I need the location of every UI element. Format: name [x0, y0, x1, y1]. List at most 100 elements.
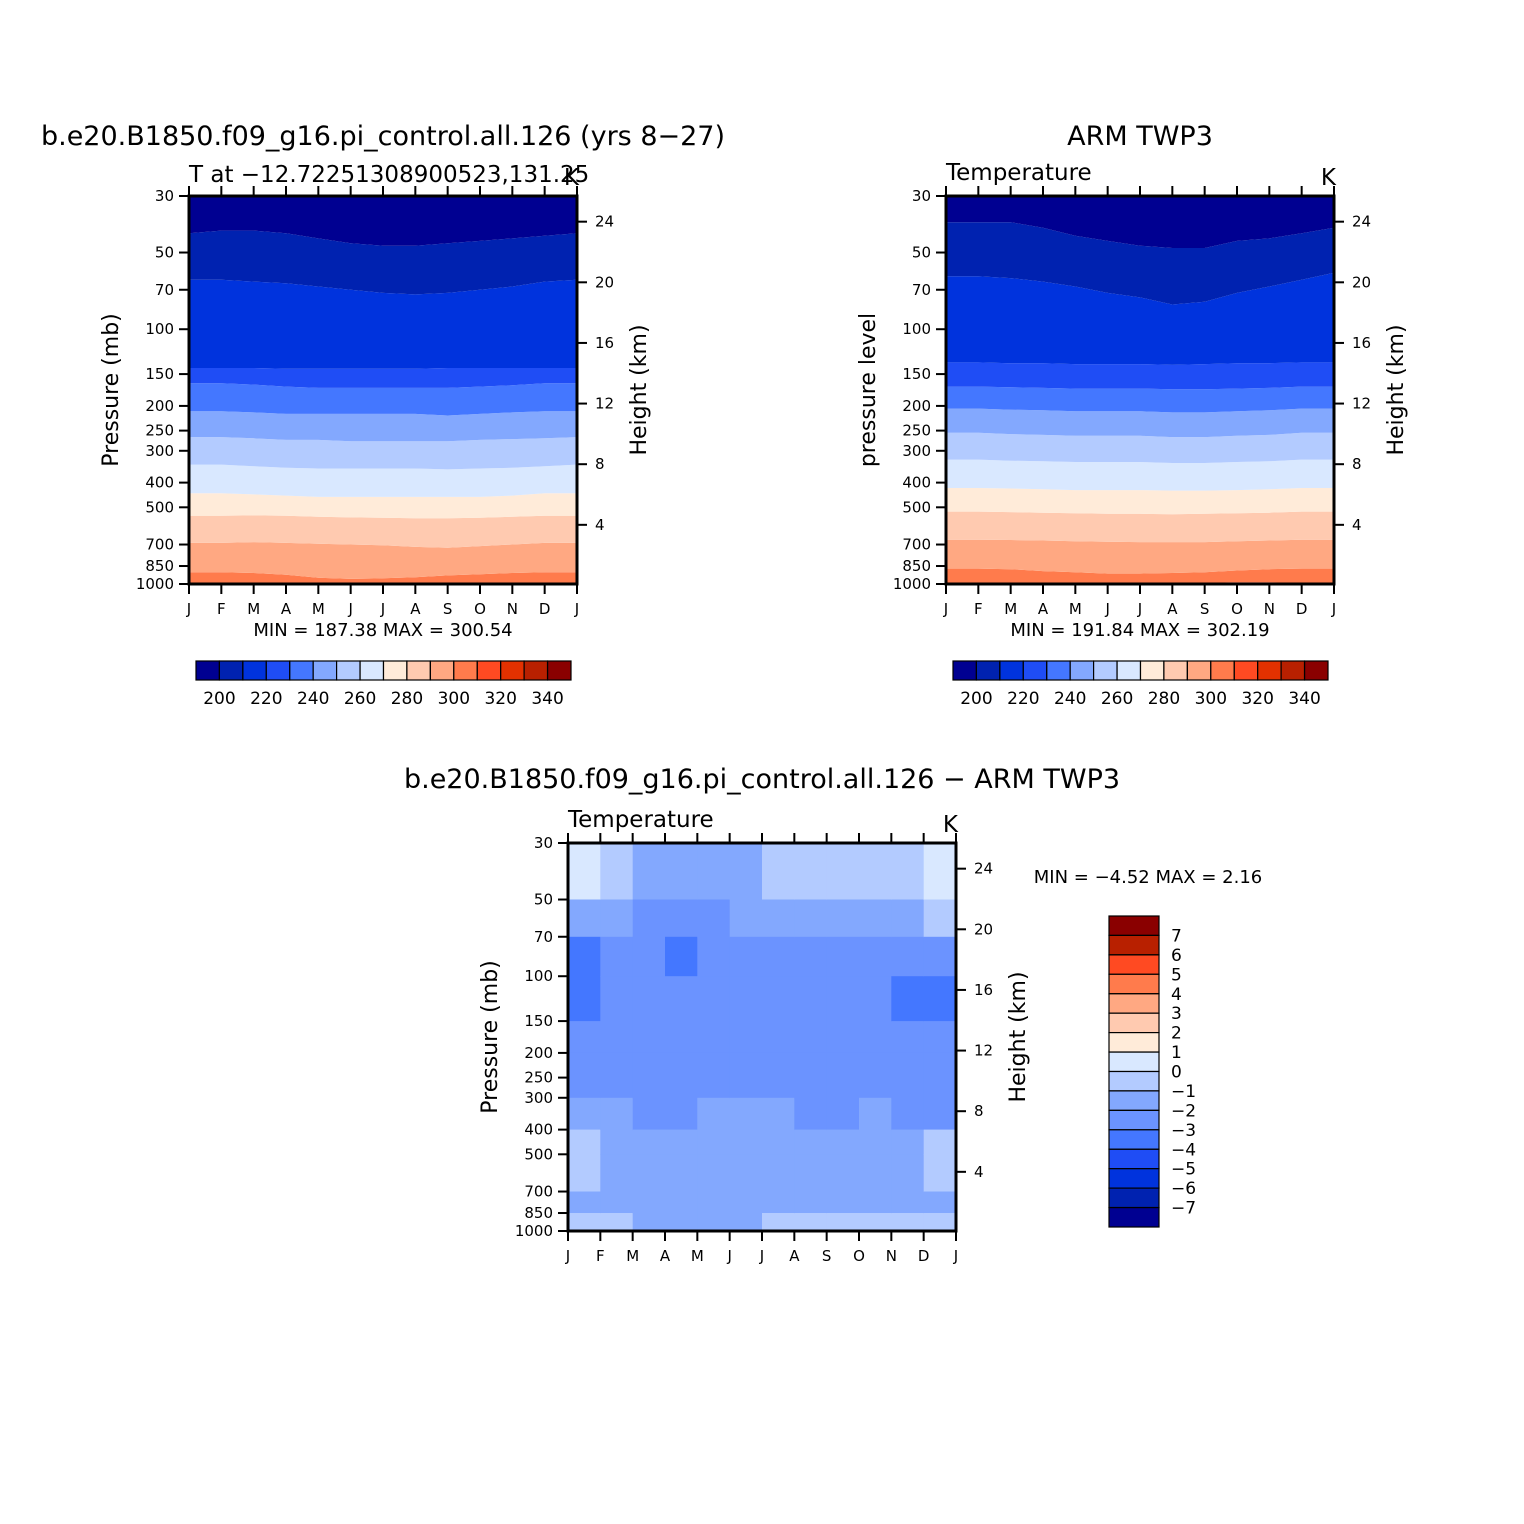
pressure-tick-label: 700	[145, 536, 174, 554]
difference-cell	[568, 899, 601, 938]
difference-cell	[729, 1213, 763, 1232]
pressure-tick-label: 30	[155, 187, 174, 205]
pressure-tick-label: 300	[145, 442, 174, 460]
height-tick-label: 8	[595, 455, 605, 473]
colorbar-box	[1108, 1206, 1160, 1228]
panel-diff-height-axis: 24 20 16 12 8 4	[956, 860, 993, 1181]
temperature-band	[189, 515, 577, 548]
difference-cell	[859, 1191, 892, 1214]
panel-model-units: K	[564, 165, 580, 191]
difference-cell	[762, 1021, 795, 1054]
panel-diff-subtitle: Temperature	[567, 807, 714, 833]
difference-cell	[794, 1129, 828, 1155]
difference-cell	[826, 843, 860, 901]
difference-cell	[697, 1213, 731, 1232]
panel-diff-contours	[568, 843, 957, 1232]
colorbar-label: 4	[1171, 985, 1182, 1005]
pressure-tick-label: 200	[524, 1044, 553, 1062]
colorbar-box	[242, 660, 267, 681]
pressure-tick-label: 1000	[136, 575, 174, 593]
difference-cell	[665, 843, 698, 901]
colorbar-box	[523, 660, 549, 681]
month-tick-label: D	[1296, 600, 1308, 618]
height-tick-label: 12	[1352, 395, 1371, 413]
difference-cell	[826, 1213, 860, 1232]
month-tick-label: O	[1231, 600, 1243, 618]
difference-cell	[762, 1097, 795, 1131]
month-tick-label: O	[474, 600, 486, 618]
difference-cell	[891, 1213, 925, 1232]
difference-cell	[826, 976, 860, 1022]
colorbar-box	[1022, 660, 1048, 681]
panel-diff-title: b.e20.B1850.f09_g16.pi_control.all.126 −…	[404, 764, 1120, 795]
temperature-band	[189, 437, 577, 470]
colorbar-box	[359, 660, 385, 681]
difference-cell	[632, 1021, 666, 1054]
difference-cell	[891, 1097, 925, 1131]
colorbar-label: 1	[1171, 1043, 1182, 1063]
difference-cell	[923, 1052, 957, 1099]
month-tick-label: J	[759, 1247, 764, 1265]
colorbar-box	[1108, 1148, 1160, 1170]
difference-cell	[568, 1052, 601, 1099]
colorbar-label: 3	[1171, 1004, 1182, 1024]
difference-cell	[665, 899, 698, 938]
month-tick-label: M	[247, 600, 260, 618]
difference-cell	[923, 843, 957, 901]
difference-cell	[600, 1154, 634, 1193]
month-tick-label: M	[312, 600, 325, 618]
pressure-tick-label: 70	[912, 281, 931, 299]
colorbar-box	[218, 660, 244, 681]
panel-obs-ylabel: pressure level	[856, 313, 881, 467]
difference-cell	[762, 843, 795, 901]
pressure-tick-label: 250	[902, 422, 931, 440]
colorbar-box	[500, 660, 525, 681]
pressure-tick-label: 70	[534, 928, 553, 946]
difference-cell	[923, 1191, 957, 1214]
colorbar-label: 2	[1171, 1024, 1182, 1044]
difference-cell	[632, 1191, 666, 1214]
pressure-tick-label: 700	[524, 1183, 553, 1201]
difference-cell	[794, 1154, 828, 1193]
difference-cell	[923, 1154, 957, 1193]
difference-cell	[665, 1052, 698, 1099]
temperature-band	[189, 196, 577, 246]
colorbar-box	[1108, 1187, 1160, 1209]
difference-cell	[826, 936, 860, 977]
difference-cell	[859, 936, 892, 977]
difference-cell	[697, 1191, 731, 1214]
difference-cell	[729, 976, 763, 1022]
month-tick-label: F	[217, 600, 226, 618]
pressure-tick-label: 50	[155, 244, 174, 262]
difference-cell	[600, 936, 634, 977]
difference-cell	[568, 843, 601, 901]
difference-cell	[762, 1154, 795, 1193]
difference-cell	[762, 1052, 795, 1099]
difference-cell	[600, 899, 634, 938]
difference-cell	[923, 976, 957, 1022]
height-tick-label: 20	[974, 920, 993, 938]
colorbar-box	[546, 660, 572, 681]
colorbar-label: 320	[484, 689, 516, 709]
panel-model-subtitle: T at −12.72251308900523,131.25	[188, 162, 589, 188]
pressure-tick-label: 50	[912, 244, 931, 262]
difference-cell	[762, 1129, 795, 1155]
colorbar-box	[1303, 660, 1329, 681]
colorbar-box	[1108, 934, 1160, 956]
height-tick-label: 20	[595, 273, 614, 291]
colorbar-label: 200	[203, 689, 235, 709]
difference-cell	[794, 843, 828, 901]
difference-cell	[697, 936, 731, 977]
month-tick-label: M	[626, 1247, 639, 1265]
difference-cell	[891, 1021, 925, 1054]
colorbar-label: 260	[1101, 689, 1133, 709]
colorbar-box	[336, 660, 361, 681]
colorbar-box	[429, 660, 455, 681]
difference-cell	[665, 1191, 698, 1214]
pressure-tick-label: 500	[145, 498, 174, 516]
difference-cell	[729, 899, 763, 938]
difference-cell	[826, 1191, 860, 1214]
